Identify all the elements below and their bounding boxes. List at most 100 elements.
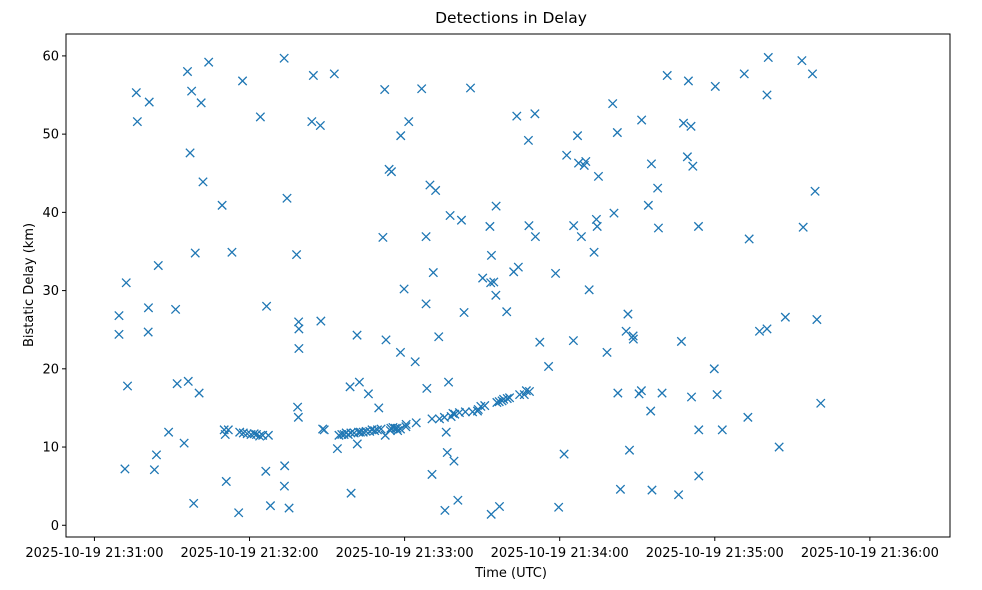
data-point [489,277,499,287]
data-point [332,443,343,454]
data-point [460,407,471,417]
data-point [392,423,402,433]
data-point [227,247,237,257]
data-point [615,484,626,494]
data-point [636,386,647,396]
data-point [421,299,431,309]
data-point [678,118,689,128]
data-point [492,397,502,408]
data-point [198,177,208,187]
data-point [523,135,534,146]
data-point [798,222,808,232]
plot-area [114,52,826,519]
data-point [710,81,720,92]
data-point [572,131,583,141]
data-point [476,401,486,412]
data-point [343,429,353,440]
data-point [653,223,664,233]
data-point [653,183,663,193]
data-point [294,324,304,334]
x-tick-label: 2025-10-19 21:32:00 [180,546,318,561]
data-point [524,386,535,397]
data-point [329,69,339,79]
data-point [421,231,431,242]
data-point [220,429,230,440]
data-point [602,347,612,358]
data-point [345,382,355,392]
data-point [453,495,463,505]
data-point [636,115,647,125]
data-point [121,278,131,288]
data-point [774,442,784,452]
chart-title: Detections in Delay [435,9,587,27]
data-point [120,464,130,474]
data-point [744,234,754,244]
data-point [662,70,672,81]
data-point [392,425,403,436]
data-point [694,425,704,435]
y-tick-label: 20 [42,362,59,377]
data-point [559,449,569,459]
data-point [114,329,124,340]
data-point [308,70,319,81]
y-tick-label: 30 [42,284,59,299]
data-point [812,314,822,325]
data-point [709,364,719,374]
data-point [494,501,505,512]
data-point [410,357,420,367]
data-point [427,469,437,480]
data-point [486,278,496,288]
data-point [316,316,326,326]
x-tick-label: 2025-10-19 21:35:00 [646,546,784,561]
data-point [132,116,142,127]
data-point [196,98,206,108]
data-point [292,402,303,412]
data-point [550,268,561,279]
data-point [445,210,455,221]
data-point [254,431,265,441]
data-point [363,389,374,399]
data-point [502,393,512,404]
data-point [319,425,329,435]
data-point [449,456,459,466]
data-point [712,389,722,400]
data-point [404,116,414,127]
data-point [376,424,386,434]
data-point [513,262,523,272]
data-point [581,156,591,167]
data-point [149,465,160,475]
axes: 2025-10-19 21:31:00 2025-10-19 21:32:00 20… [25,33,951,561]
data-point [465,83,476,93]
data-point [354,377,365,387]
data-point [762,324,772,334]
data-point [682,152,693,162]
data-point [754,326,765,336]
data-point [361,426,371,437]
data-point [307,116,317,127]
data-point [143,303,154,313]
data-point [657,388,667,398]
data-point [486,250,497,261]
data-point [352,439,362,449]
data-point [624,445,635,455]
data-point [694,471,704,481]
data-point [530,231,541,242]
data-point [217,200,227,210]
data-point [194,388,204,398]
data-point [643,200,654,210]
data-point [186,86,197,96]
data-point [372,425,383,435]
data-point [530,109,540,119]
data-point [613,388,623,398]
data-point [646,406,656,416]
data-point [378,232,388,243]
data-point [185,148,195,158]
data-point [163,427,174,437]
data-point [434,332,444,342]
data-point [399,284,409,294]
data-point [485,221,495,232]
data-point [780,312,791,322]
data-point [265,501,276,511]
